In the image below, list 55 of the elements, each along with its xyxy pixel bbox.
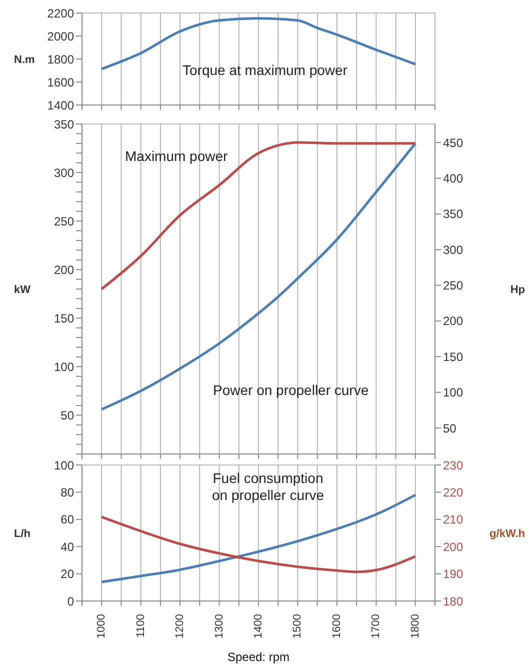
annotation: Maximum power (125, 148, 228, 165)
y2-tick-label: 190 (443, 567, 464, 582)
y-tick-label: 100 (54, 458, 74, 472)
y2-tick-label: 210 (443, 512, 464, 527)
y2-tick-label: 450 (443, 136, 464, 150)
line-series (100, 516, 417, 574)
y2-tick-label: 230 (443, 458, 464, 472)
y2-tick-label: 150 (443, 350, 464, 364)
y2-tick-label: 180 (443, 594, 464, 608)
x-tick-label: 1200 (174, 614, 186, 638)
y-tick-label: 1400 (47, 98, 74, 112)
y-tick-label: 80 (60, 485, 74, 500)
y-tick-label: 250 (54, 214, 74, 228)
annotation: Fuel consumption on propeller curve (210, 470, 326, 504)
y-tick-label: 1600 (47, 75, 74, 90)
y-tick-label: 100 (54, 360, 74, 374)
y-tick-label: 2200 (47, 6, 74, 20)
y2-tick-label: 220 (443, 485, 464, 500)
y2-tick-label: 250 (443, 278, 464, 293)
x-tick-label: 1400 (252, 614, 264, 638)
x-tick-label: 1500 (292, 614, 304, 638)
x-tick-label: 1000 (96, 614, 108, 638)
x-axis-title: Speed: rpm (226, 650, 291, 664)
y2-tick-label: 200 (443, 540, 464, 554)
x-tick-label: 1100 (134, 614, 147, 638)
annotation: Power on propeller curve (213, 382, 369, 399)
y-axis-title: N.m (14, 54, 35, 66)
y-tick-label: 40 (60, 540, 74, 554)
y2-tick-label: 350 (443, 207, 464, 222)
y-tick-label: 150 (54, 311, 74, 326)
y-tick-label: 60 (60, 512, 74, 527)
y2-tick-label: 400 (443, 172, 464, 186)
y-tick-label: 1800 (47, 52, 74, 66)
x-tick-label: 1600 (330, 614, 343, 638)
x-tick-label: 1800 (409, 614, 422, 638)
x-tick-label: 1300 (213, 614, 226, 638)
y2-tick-label: 50 (443, 421, 457, 436)
line-series (100, 142, 417, 411)
y-axis-title: kW (14, 284, 32, 296)
y2-tick-label: 200 (443, 314, 464, 328)
annotation: Torque at maximum power (182, 62, 348, 79)
y-tick-label: 2000 (47, 29, 74, 44)
y-tick-label: 350 (54, 117, 74, 132)
y-tick-label: 300 (54, 166, 74, 180)
y-tick-label: 200 (54, 262, 74, 277)
y2-axis-title: Hp (510, 284, 526, 296)
line-series (100, 141, 417, 290)
y-tick-label: 20 (60, 567, 74, 582)
y-tick-label: 0 (67, 594, 74, 608)
y2-tick-label: 100 (443, 386, 464, 400)
y-axis-title: L/h (14, 528, 31, 540)
y2-tick-label: 300 (443, 242, 464, 257)
x-tick-label: 1700 (370, 614, 382, 638)
y-tick-label: 50 (60, 408, 74, 422)
y2-axis-title: g/kW.h (490, 528, 526, 540)
